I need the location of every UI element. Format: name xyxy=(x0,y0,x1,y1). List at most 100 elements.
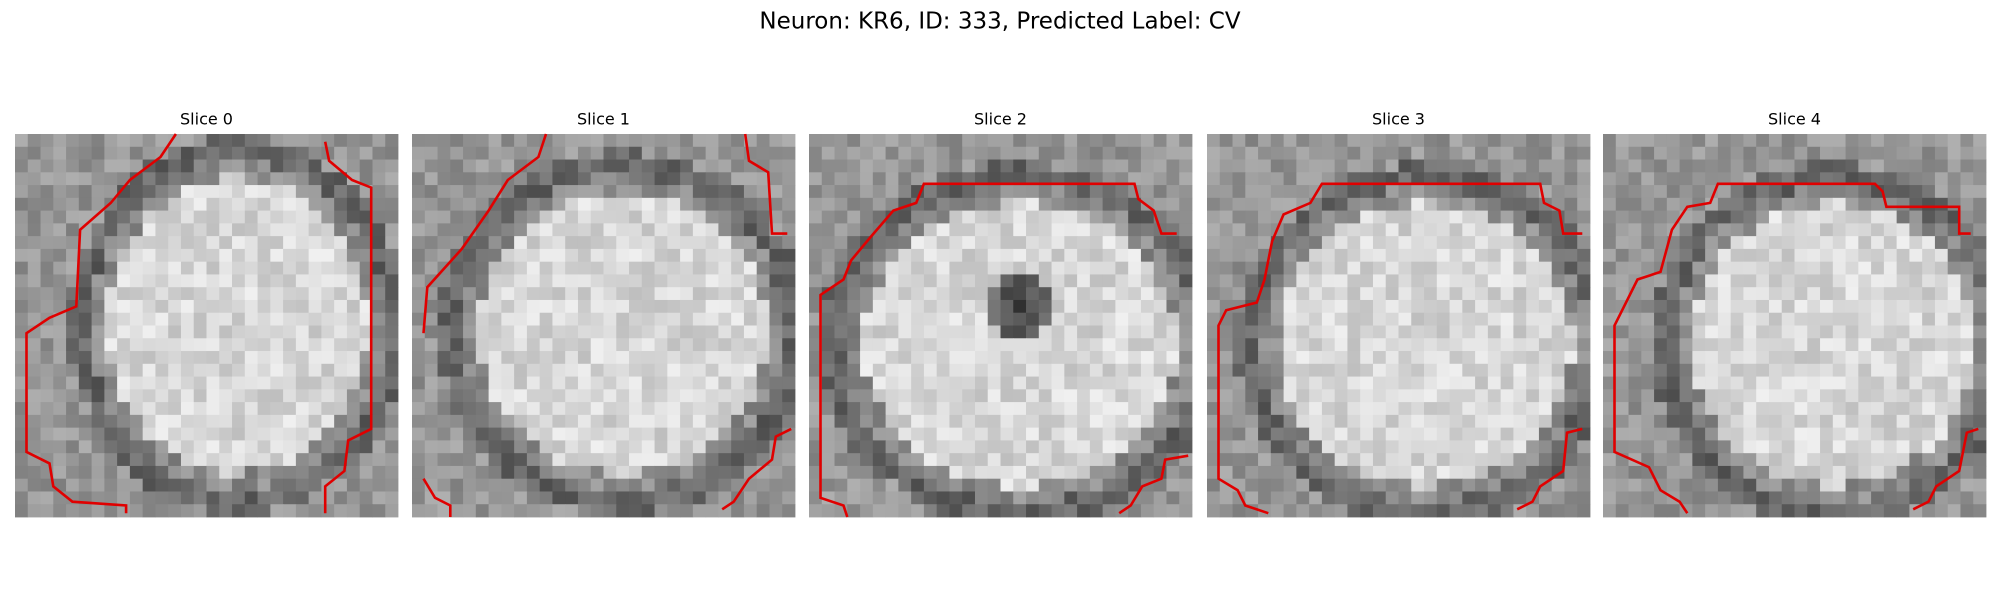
pixel xyxy=(743,146,758,160)
pixel xyxy=(1654,465,1668,480)
pixel xyxy=(295,287,310,301)
pixel xyxy=(1564,299,1578,314)
pixel xyxy=(654,351,668,365)
pixel xyxy=(603,236,617,250)
pixel xyxy=(1000,134,1014,148)
pixel xyxy=(1064,172,1078,186)
pixel xyxy=(692,504,707,518)
pixel xyxy=(1794,351,1808,365)
pixel xyxy=(437,414,451,429)
pixel xyxy=(949,478,963,492)
pixel xyxy=(1487,236,1502,250)
pixel xyxy=(1909,248,1923,263)
pixel xyxy=(475,351,489,365)
pixel xyxy=(437,134,451,148)
pixel xyxy=(129,402,144,416)
pixel xyxy=(1102,427,1116,441)
pixel xyxy=(1140,210,1155,224)
pixel xyxy=(1845,338,1859,352)
pixel xyxy=(1064,465,1078,480)
pixel xyxy=(756,248,770,263)
pixel xyxy=(475,427,489,441)
pixel xyxy=(1013,287,1027,301)
pixel xyxy=(1449,299,1463,314)
pixel xyxy=(1500,453,1514,467)
pixel xyxy=(1372,236,1387,250)
pixel xyxy=(692,389,707,403)
pixel xyxy=(180,465,195,480)
pixel xyxy=(129,465,144,480)
pixel xyxy=(1641,299,1655,314)
pixel xyxy=(1462,478,1476,492)
pixel xyxy=(1564,248,1578,263)
pixel xyxy=(1283,363,1297,377)
pixel xyxy=(616,236,630,250)
pixel xyxy=(1871,325,1885,339)
pixel xyxy=(91,274,105,288)
pixel xyxy=(1270,197,1284,211)
pixel xyxy=(1577,261,1591,275)
pixel xyxy=(1000,172,1014,186)
pixel xyxy=(1360,478,1374,492)
pixel xyxy=(514,185,528,199)
pixel xyxy=(1654,223,1668,237)
pixel xyxy=(756,312,770,326)
pixel xyxy=(359,159,373,173)
pixel xyxy=(692,172,707,186)
pixel xyxy=(629,402,643,416)
pixel xyxy=(1832,261,1846,275)
pixel xyxy=(1077,338,1091,352)
pixel xyxy=(1026,376,1040,390)
pixel xyxy=(1347,363,1361,377)
pixel xyxy=(987,172,1001,186)
pixel xyxy=(15,287,29,301)
pixel xyxy=(270,504,284,518)
pixel xyxy=(257,185,271,199)
pixel xyxy=(526,236,541,250)
pixel xyxy=(1692,159,1706,173)
pixel xyxy=(40,440,54,454)
pixel xyxy=(1270,414,1284,429)
pixel xyxy=(1973,363,1987,377)
pixel xyxy=(53,159,67,173)
pixel xyxy=(705,504,719,518)
pixel xyxy=(1922,427,1936,441)
pixel xyxy=(911,491,925,505)
pixel xyxy=(295,248,310,263)
pixel xyxy=(1334,402,1348,416)
pixel xyxy=(66,146,80,160)
pixel xyxy=(1449,134,1463,148)
pixel xyxy=(219,338,233,352)
pixel xyxy=(1781,236,1795,250)
pixel xyxy=(654,223,668,237)
pixel xyxy=(1166,261,1180,275)
pixel xyxy=(1064,223,1078,237)
pixel xyxy=(743,491,758,505)
pixel xyxy=(514,287,528,301)
pixel xyxy=(1883,453,1898,467)
pixel xyxy=(526,376,541,390)
pixel xyxy=(1411,478,1425,492)
pixel xyxy=(1820,159,1834,173)
pixel xyxy=(629,172,643,186)
pixel xyxy=(1934,325,1949,339)
pixel xyxy=(911,478,925,492)
pixel xyxy=(1883,504,1898,518)
pixel xyxy=(1064,236,1078,250)
pixel xyxy=(911,287,925,301)
pixel xyxy=(1717,159,1732,173)
pixel xyxy=(641,414,655,429)
pixel xyxy=(66,248,80,263)
pixel xyxy=(629,274,643,288)
pixel xyxy=(756,172,770,186)
pixel xyxy=(1347,414,1361,429)
pixel xyxy=(860,491,874,505)
pixel xyxy=(1360,453,1374,467)
pixel xyxy=(1309,351,1323,365)
pixel xyxy=(1270,504,1284,518)
pixel xyxy=(359,223,373,237)
pixel xyxy=(232,134,246,148)
pixel xyxy=(1858,299,1872,314)
pixel xyxy=(885,159,899,173)
